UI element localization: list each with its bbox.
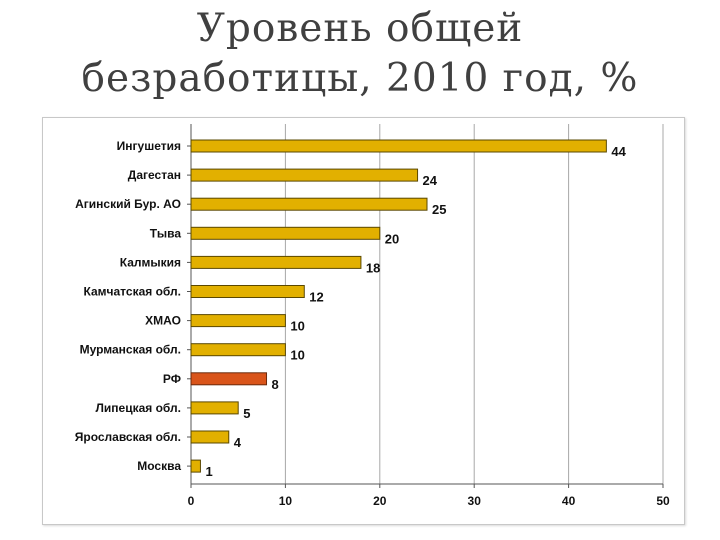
value-label: 5 — [243, 406, 250, 421]
category-label: Тыва — [150, 226, 182, 240]
bar-highlight — [190, 372, 268, 386]
category-label: Липецкая обл. — [95, 401, 181, 415]
category-label: Ингушетия — [117, 139, 181, 153]
value-label: 4 — [234, 435, 242, 450]
slide-title: Уровень общей безработицы, 2010 год, % — [0, 4, 720, 104]
x-tick-label: 40 — [562, 494, 576, 508]
bar-chart: 0 10 20 30 40 50 Ингушетия 44 Дагестан 24 Агинский… — [75, 124, 670, 508]
chart-panel: 0 10 20 30 40 50 Ингушетия 44 Дагестан 24 Агинский… — [42, 117, 685, 525]
bar — [190, 285, 305, 298]
category-label: Москва — [137, 459, 181, 473]
bar — [190, 139, 607, 153]
bar — [190, 168, 419, 182]
x-tick-label: 50 — [656, 494, 670, 508]
category-label: Агинский Бур. АО — [75, 197, 181, 211]
value-label: 18 — [366, 260, 380, 275]
bar — [190, 255, 362, 269]
title-line-1: Уровень общей — [196, 6, 524, 51]
bar — [190, 197, 428, 211]
value-label: 25 — [432, 202, 446, 217]
category-label: Калмыкия — [120, 255, 181, 269]
bar — [190, 314, 286, 328]
bar — [190, 343, 286, 357]
value-label: 24 — [423, 173, 438, 188]
x-tick-label: 30 — [468, 494, 482, 508]
bar — [190, 459, 201, 473]
category-label: Дагестан — [128, 168, 181, 182]
bar — [190, 226, 381, 240]
x-tick-label: 0 — [188, 494, 195, 508]
value-label: 20 — [385, 231, 399, 246]
category-label: Ярославская обл. — [75, 430, 181, 444]
category-label: Камчатская обл. — [84, 285, 181, 299]
bar — [190, 430, 230, 444]
bar — [190, 401, 239, 415]
value-label: 10 — [290, 319, 304, 334]
value-label: 44 — [611, 144, 626, 159]
category-label: РФ — [163, 372, 181, 386]
x-tick-label: 20 — [373, 494, 387, 508]
category-label: ХМАО — [145, 314, 181, 328]
title-line-2: безработицы, 2010 год, % — [81, 56, 639, 101]
value-label: 10 — [290, 348, 304, 363]
value-label: 1 — [205, 464, 212, 479]
x-tick-label: 10 — [279, 494, 293, 508]
value-label: 12 — [309, 290, 323, 305]
value-label: 8 — [272, 377, 279, 392]
category-label: Мурманская обл. — [80, 343, 181, 357]
